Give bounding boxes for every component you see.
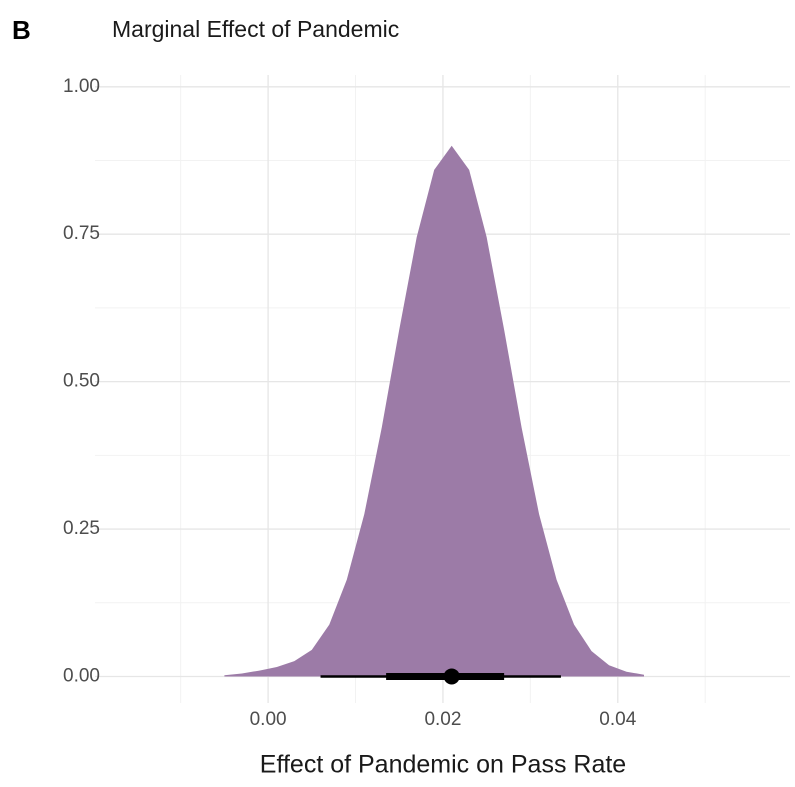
y-tick-label: 0.25 xyxy=(63,518,100,539)
median-point xyxy=(443,668,460,685)
density-area xyxy=(224,145,645,677)
x-tick-label: 0.04 xyxy=(599,709,636,730)
x-axis-title: Effect of Pandemic on Pass Rate xyxy=(260,751,626,779)
y-tick-label: 0.00 xyxy=(63,665,100,686)
x-tick-label: 0.02 xyxy=(424,709,461,730)
x-tick-label: 0.00 xyxy=(250,709,287,730)
panel-tag: B xyxy=(12,15,31,45)
chart-title: Marginal Effect of Pandemic xyxy=(112,16,399,42)
y-tick-label: 0.75 xyxy=(63,223,100,244)
y-tick-label: 0.50 xyxy=(63,371,100,392)
y-tick-label: 1.00 xyxy=(63,76,100,97)
